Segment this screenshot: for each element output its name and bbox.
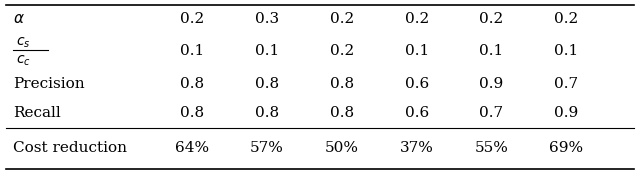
Text: 0.6: 0.6 [404,106,429,120]
Text: 0.2: 0.2 [330,44,354,58]
Text: 0.7: 0.7 [554,77,579,91]
Text: 0.8: 0.8 [255,77,279,91]
Text: 0.1: 0.1 [180,44,204,58]
Text: 69%: 69% [549,141,584,155]
Text: 50%: 50% [324,141,359,155]
Text: 0.1: 0.1 [255,44,279,58]
Text: 55%: 55% [475,141,508,155]
Text: 57%: 57% [250,141,284,155]
Text: 37%: 37% [400,141,433,155]
Text: 0.2: 0.2 [479,12,504,26]
Text: $c_c$: $c_c$ [16,54,31,68]
Text: 0.8: 0.8 [255,106,279,120]
Text: 0.6: 0.6 [404,77,429,91]
Text: 0.8: 0.8 [330,77,354,91]
Text: $c_s$: $c_s$ [16,36,31,50]
Text: 64%: 64% [175,141,209,155]
Text: 0.2: 0.2 [180,12,204,26]
Text: 0.2: 0.2 [330,12,354,26]
Text: Precision: Precision [13,77,84,91]
Text: 0.2: 0.2 [554,12,579,26]
Text: 0.2: 0.2 [404,12,429,26]
Text: 0.3: 0.3 [255,12,279,26]
Text: 0.7: 0.7 [479,106,504,120]
Text: 0.1: 0.1 [479,44,504,58]
Text: 0.1: 0.1 [404,44,429,58]
Text: 0.9: 0.9 [554,106,579,120]
Text: $\alpha$: $\alpha$ [13,12,25,26]
Text: Cost reduction: Cost reduction [13,141,127,155]
Text: 0.8: 0.8 [180,106,204,120]
Text: Recall: Recall [13,106,61,120]
Text: 0.8: 0.8 [180,77,204,91]
Text: 0.9: 0.9 [479,77,504,91]
Text: 0.1: 0.1 [554,44,579,58]
Text: 0.8: 0.8 [330,106,354,120]
